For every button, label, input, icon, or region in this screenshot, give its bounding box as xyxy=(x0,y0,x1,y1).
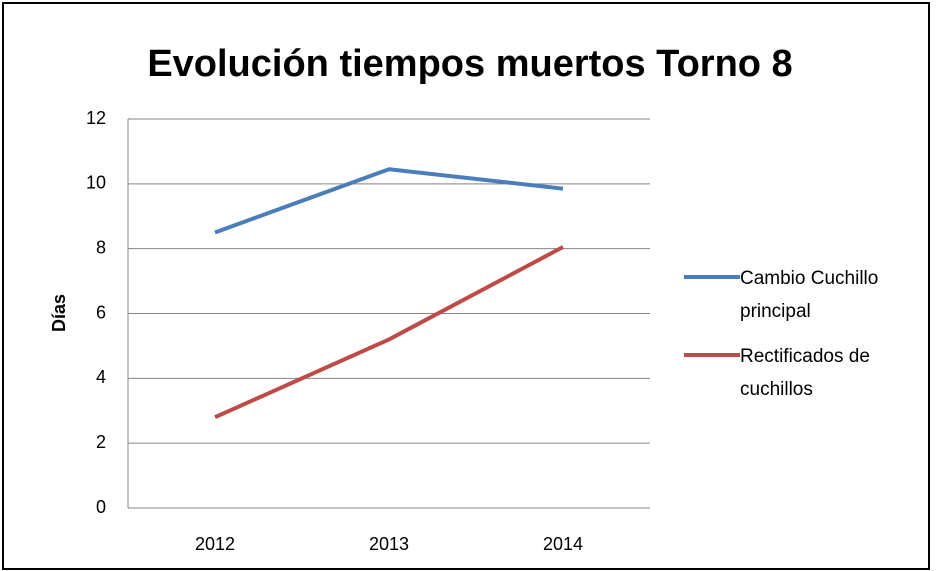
legend-entry: Rectificados de cuchillos xyxy=(684,340,924,406)
y-axis-label: Días xyxy=(49,294,69,332)
y-tick-label: 4 xyxy=(96,367,106,387)
y-tick-label: 2 xyxy=(96,432,106,452)
y-tick-label: 12 xyxy=(86,108,106,128)
y-tick-label: 10 xyxy=(86,173,106,193)
x-tick-label: 2012 xyxy=(195,534,235,554)
y-tick-label: 8 xyxy=(96,237,106,257)
y-tick-label: 0 xyxy=(96,497,106,517)
legend-label: Rectificados de cuchillos xyxy=(740,346,870,400)
legend-swatch xyxy=(684,275,740,279)
series-line xyxy=(214,167,564,235)
legend: Cambio Cuchillo principal Rectificados de… xyxy=(684,262,924,418)
legend-entry: Cambio Cuchillo principal xyxy=(684,262,924,328)
y-tick-label: 6 xyxy=(96,302,106,322)
x-tick-label: 2014 xyxy=(543,534,583,554)
chart-title: Evolución tiempos muertos Torno 8 xyxy=(147,43,792,85)
legend-swatch xyxy=(684,353,740,357)
x-tick-label: 2013 xyxy=(369,534,409,554)
series-line xyxy=(214,245,564,420)
legend-label: Cambio Cuchillo principal xyxy=(740,268,879,322)
